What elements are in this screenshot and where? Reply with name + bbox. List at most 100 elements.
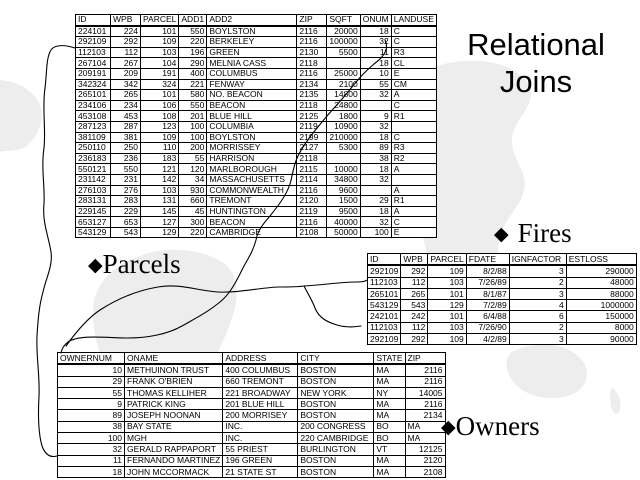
table-cell: BOSTON — [297, 465, 375, 479]
table-cell: 112 — [400, 321, 429, 335]
table-cell: BEACON — [206, 216, 298, 228]
table-cell: BO — [373, 432, 406, 445]
table-cell: R2 — [390, 152, 437, 165]
table-cell: 265 — [400, 287, 429, 301]
table-cell: 5300 — [326, 142, 361, 154]
table-cell: 12125 — [404, 443, 446, 456]
table-cell: 2135 — [296, 89, 328, 101]
table-cell: COMMONWEALTH — [206, 184, 298, 197]
table-cell: 221 — [178, 78, 208, 91]
table-row: 292109 292 109 220 BERKELEY 2116 100000 32 C — [75, 36, 437, 48]
table-cell: 2118 — [296, 99, 328, 112]
table-cell: BOSTON — [297, 398, 375, 411]
table-cell: 112 — [110, 46, 141, 59]
table-row: 29 FRANK O'BRIEN 660 TREMONT BOSTON MA 2116 — [57, 375, 446, 388]
table-cell: 2130 — [296, 46, 328, 59]
column-header: LANDUSE — [390, 13, 437, 27]
table-cell: 2116 — [404, 398, 446, 411]
table-cell: 292 — [400, 333, 429, 346]
table-row: 112103 112 103 7/26/90 2 8000 — [366, 321, 637, 335]
table-cell: 324 — [139, 78, 180, 91]
table-row: 250110 250 110 200 MORRISSEY 2127 5300 89 R3 — [75, 142, 437, 154]
table-cell: BLUE HILL — [206, 110, 298, 122]
table-cell: 100 — [178, 120, 208, 133]
table-row: 10 METHUINON TRUST 400 COLUMBUS BOSTON MA 211… — [57, 363, 446, 377]
table-cell: 101 — [139, 89, 180, 101]
table-cell: 550 — [178, 25, 208, 38]
table-cell: 3 — [508, 287, 567, 301]
table-cell: 7/26/90 — [465, 321, 510, 335]
table-cell: 200 MORRISEY — [222, 409, 299, 422]
table-row: 242101 242 101 6/4/88 6 150000 — [366, 310, 637, 323]
table-cell: R3 — [390, 142, 437, 154]
table-cell: 112103 — [366, 276, 402, 289]
table-cell: 21 STATE ST — [222, 465, 299, 479]
table-cell: 103 — [427, 321, 467, 335]
table-cell: BOSTON — [297, 375, 375, 388]
table-cell: 231 — [110, 173, 141, 186]
table-cell: BERKELEY — [206, 36, 298, 48]
table-cell: 11 — [57, 454, 125, 467]
table-cell: 2116 — [296, 216, 328, 228]
table-cell: C — [390, 25, 437, 38]
table-row: 276103 276 103 930 COMMONWEALTH 2116 9600 A — [75, 184, 437, 197]
table-cell: INC. — [222, 432, 299, 445]
table-cell: 543 — [110, 226, 141, 239]
table-cell: 2116 — [296, 36, 328, 48]
table-cell: MA — [373, 375, 406, 388]
table-cell: FENWAY — [206, 78, 298, 91]
table-cell: C — [390, 131, 437, 144]
table-cell: 109 — [427, 264, 467, 278]
table-row: 543129 543 129 7/2/89 4 1000000 — [366, 299, 637, 312]
table-cell: 48000 — [565, 276, 637, 289]
table-row: 9 PATRICK KING 201 BLUE HILL BOSTON MA 2116 — [57, 398, 446, 411]
table-cell: 292109 — [75, 36, 111, 48]
table-cell: 110 — [139, 142, 180, 154]
table-cell: 100 — [57, 432, 125, 445]
table-cell: CL — [390, 57, 437, 69]
table-cell: 242 — [400, 310, 429, 323]
table-cell: 8/2/88 — [465, 264, 510, 278]
table-cell: 38 — [57, 420, 125, 434]
table-row: 32 GERALD RAPPAPORT 55 PRIEST BURLINGTON VT 1… — [57, 443, 446, 456]
table-cell: MORRISSEY — [206, 142, 298, 154]
table-cell: 10 — [57, 363, 125, 377]
table-cell: 453108 — [75, 110, 111, 122]
table-cell: GREEN — [206, 46, 298, 59]
table-row: 209191 209 191 400 COLUMBUS 2116 25000 10 E — [75, 67, 437, 80]
table-cell — [359, 99, 392, 112]
table-cell: MA — [404, 420, 446, 434]
table-cell: MA — [373, 465, 406, 479]
table-cell: 229 — [110, 205, 141, 218]
table-cell: 200 — [178, 142, 208, 154]
table-cell: 55 — [359, 78, 392, 91]
table-cell: 580 — [178, 89, 208, 101]
table-cell: 20000 — [326, 25, 361, 38]
table-cell: 145 — [139, 205, 180, 218]
table-row: 292109 292 109 4/2/89 3 90000 — [366, 333, 637, 346]
table-cell: 90000 — [565, 333, 637, 346]
table-cell: 224 — [110, 25, 141, 38]
table-cell: 9 — [359, 110, 392, 122]
table-cell: 5500 — [326, 46, 361, 59]
table-cell: 2120 — [404, 454, 446, 467]
table-cell: 142 — [139, 173, 180, 186]
table-row: 231142 231 142 34 MASSACHUSETTS 2114 34800 32 — [75, 173, 437, 186]
table-cell: 6/4/88 — [465, 310, 510, 323]
table-cell: 34800 — [326, 173, 361, 186]
table-cell: CM — [390, 78, 437, 91]
table-cell: 121 — [139, 163, 180, 175]
map-continent-australia — [506, 344, 587, 398]
table-cell: 29 — [57, 375, 125, 388]
table-cell: 14005 — [404, 386, 446, 400]
table-cell: 930 — [178, 184, 208, 197]
table-row: 265101 265 101 580 NO. BEACON 2135 14800 32 A — [75, 89, 437, 101]
page-title-line2: Joins — [499, 64, 573, 99]
table-cell: 550 — [178, 99, 208, 112]
table-cell: 2116 — [296, 25, 328, 38]
table-cell: E — [390, 67, 437, 80]
table-cell: 4/2/89 — [465, 333, 510, 346]
table-cell: 55 — [57, 386, 125, 400]
table-cell: GERALD RAPPAPORT — [123, 443, 224, 456]
table-row: 229145 229 145 45 HUNTINGTON 2119 9500 18 A — [75, 205, 437, 218]
